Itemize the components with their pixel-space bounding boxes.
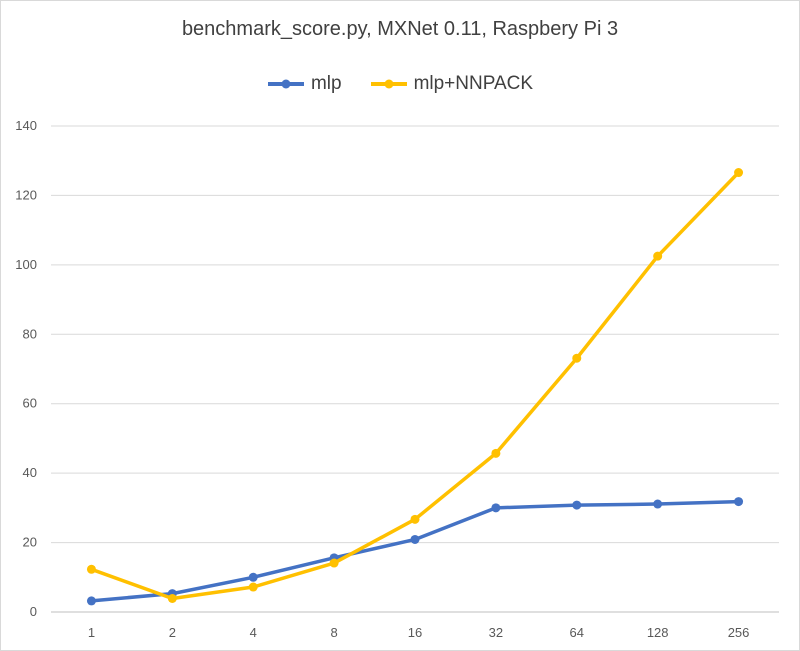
data-point-mlp-nnpack-128 — [653, 251, 663, 261]
y-tick-label-60: 60 — [23, 396, 37, 411]
data-point-mlp-nnpack-8 — [329, 558, 339, 568]
x-tick-label-64: 64 — [570, 625, 584, 640]
data-point-mlp-nnpack-32 — [491, 448, 501, 458]
x-tick-label-256: 256 — [728, 625, 750, 640]
y-tick-label-80: 80 — [23, 326, 37, 341]
legend-swatch-mlp-nnpack — [370, 79, 407, 89]
data-point-mlp-nnpack-4 — [248, 582, 258, 592]
x-tick-label-32: 32 — [489, 625, 503, 640]
data-point-mlp-256 — [734, 497, 744, 507]
legend-label-mlp: mlp — [310, 73, 342, 94]
x-tick-label-1: 1 — [88, 625, 95, 640]
series-mlp-nnpack — [86, 168, 744, 603]
legend-entry-mlp: mlp — [267, 73, 342, 95]
data-point-mlp-32 — [491, 503, 501, 513]
chart-title: benchmark_score.py, MXNet 0.11, Raspbery… — [181, 18, 619, 40]
data-point-mlp-nnpack-1 — [86, 564, 96, 574]
data-point-mlp-64 — [572, 500, 582, 510]
data-point-mlp-nnpack-2 — [167, 593, 177, 603]
y-axis-tick-labels: 0 20 40 60 80 100 120 140 — [15, 118, 37, 619]
y-tick-label-120: 120 — [15, 187, 37, 202]
legend-label-mlp-nnpack: mlp+NNPACK — [413, 73, 534, 94]
y-tick-label-20: 20 — [23, 535, 37, 550]
series-line-mlp-nnpack — [89, 170, 741, 601]
y-tick-label-100: 100 — [15, 257, 37, 272]
legend-swatch-mlp — [267, 79, 304, 89]
legend: mlp mlp+NNPACK — [1, 73, 799, 95]
y-tick-label-0: 0 — [30, 604, 37, 619]
x-tick-label-128: 128 — [647, 625, 669, 640]
data-point-mlp-1 — [86, 596, 96, 606]
data-point-mlp-4 — [248, 572, 258, 582]
series-mlp — [86, 497, 744, 606]
x-axis-tick-labels: 1 2 4 8 16 32 64 128 256 — [88, 625, 750, 640]
data-point-mlp-16 — [410, 534, 420, 544]
y-tick-label-140: 140 — [15, 118, 37, 133]
gridlines — [51, 125, 779, 613]
data-point-mlp-nnpack-16 — [410, 514, 420, 524]
y-tick-label-40: 40 — [23, 465, 37, 480]
legend-entry-mlp-nnpack: mlp+NNPACK — [370, 73, 533, 95]
data-point-mlp-nnpack-256 — [734, 168, 744, 178]
x-tick-label-8: 8 — [330, 625, 337, 640]
x-tick-label-16: 16 — [408, 625, 422, 640]
x-tick-label-2: 2 — [169, 625, 176, 640]
data-point-mlp-128 — [653, 499, 663, 509]
data-point-mlp-nnpack-64 — [572, 353, 582, 363]
series-lines — [86, 168, 744, 606]
x-tick-label-4: 4 — [250, 625, 257, 640]
